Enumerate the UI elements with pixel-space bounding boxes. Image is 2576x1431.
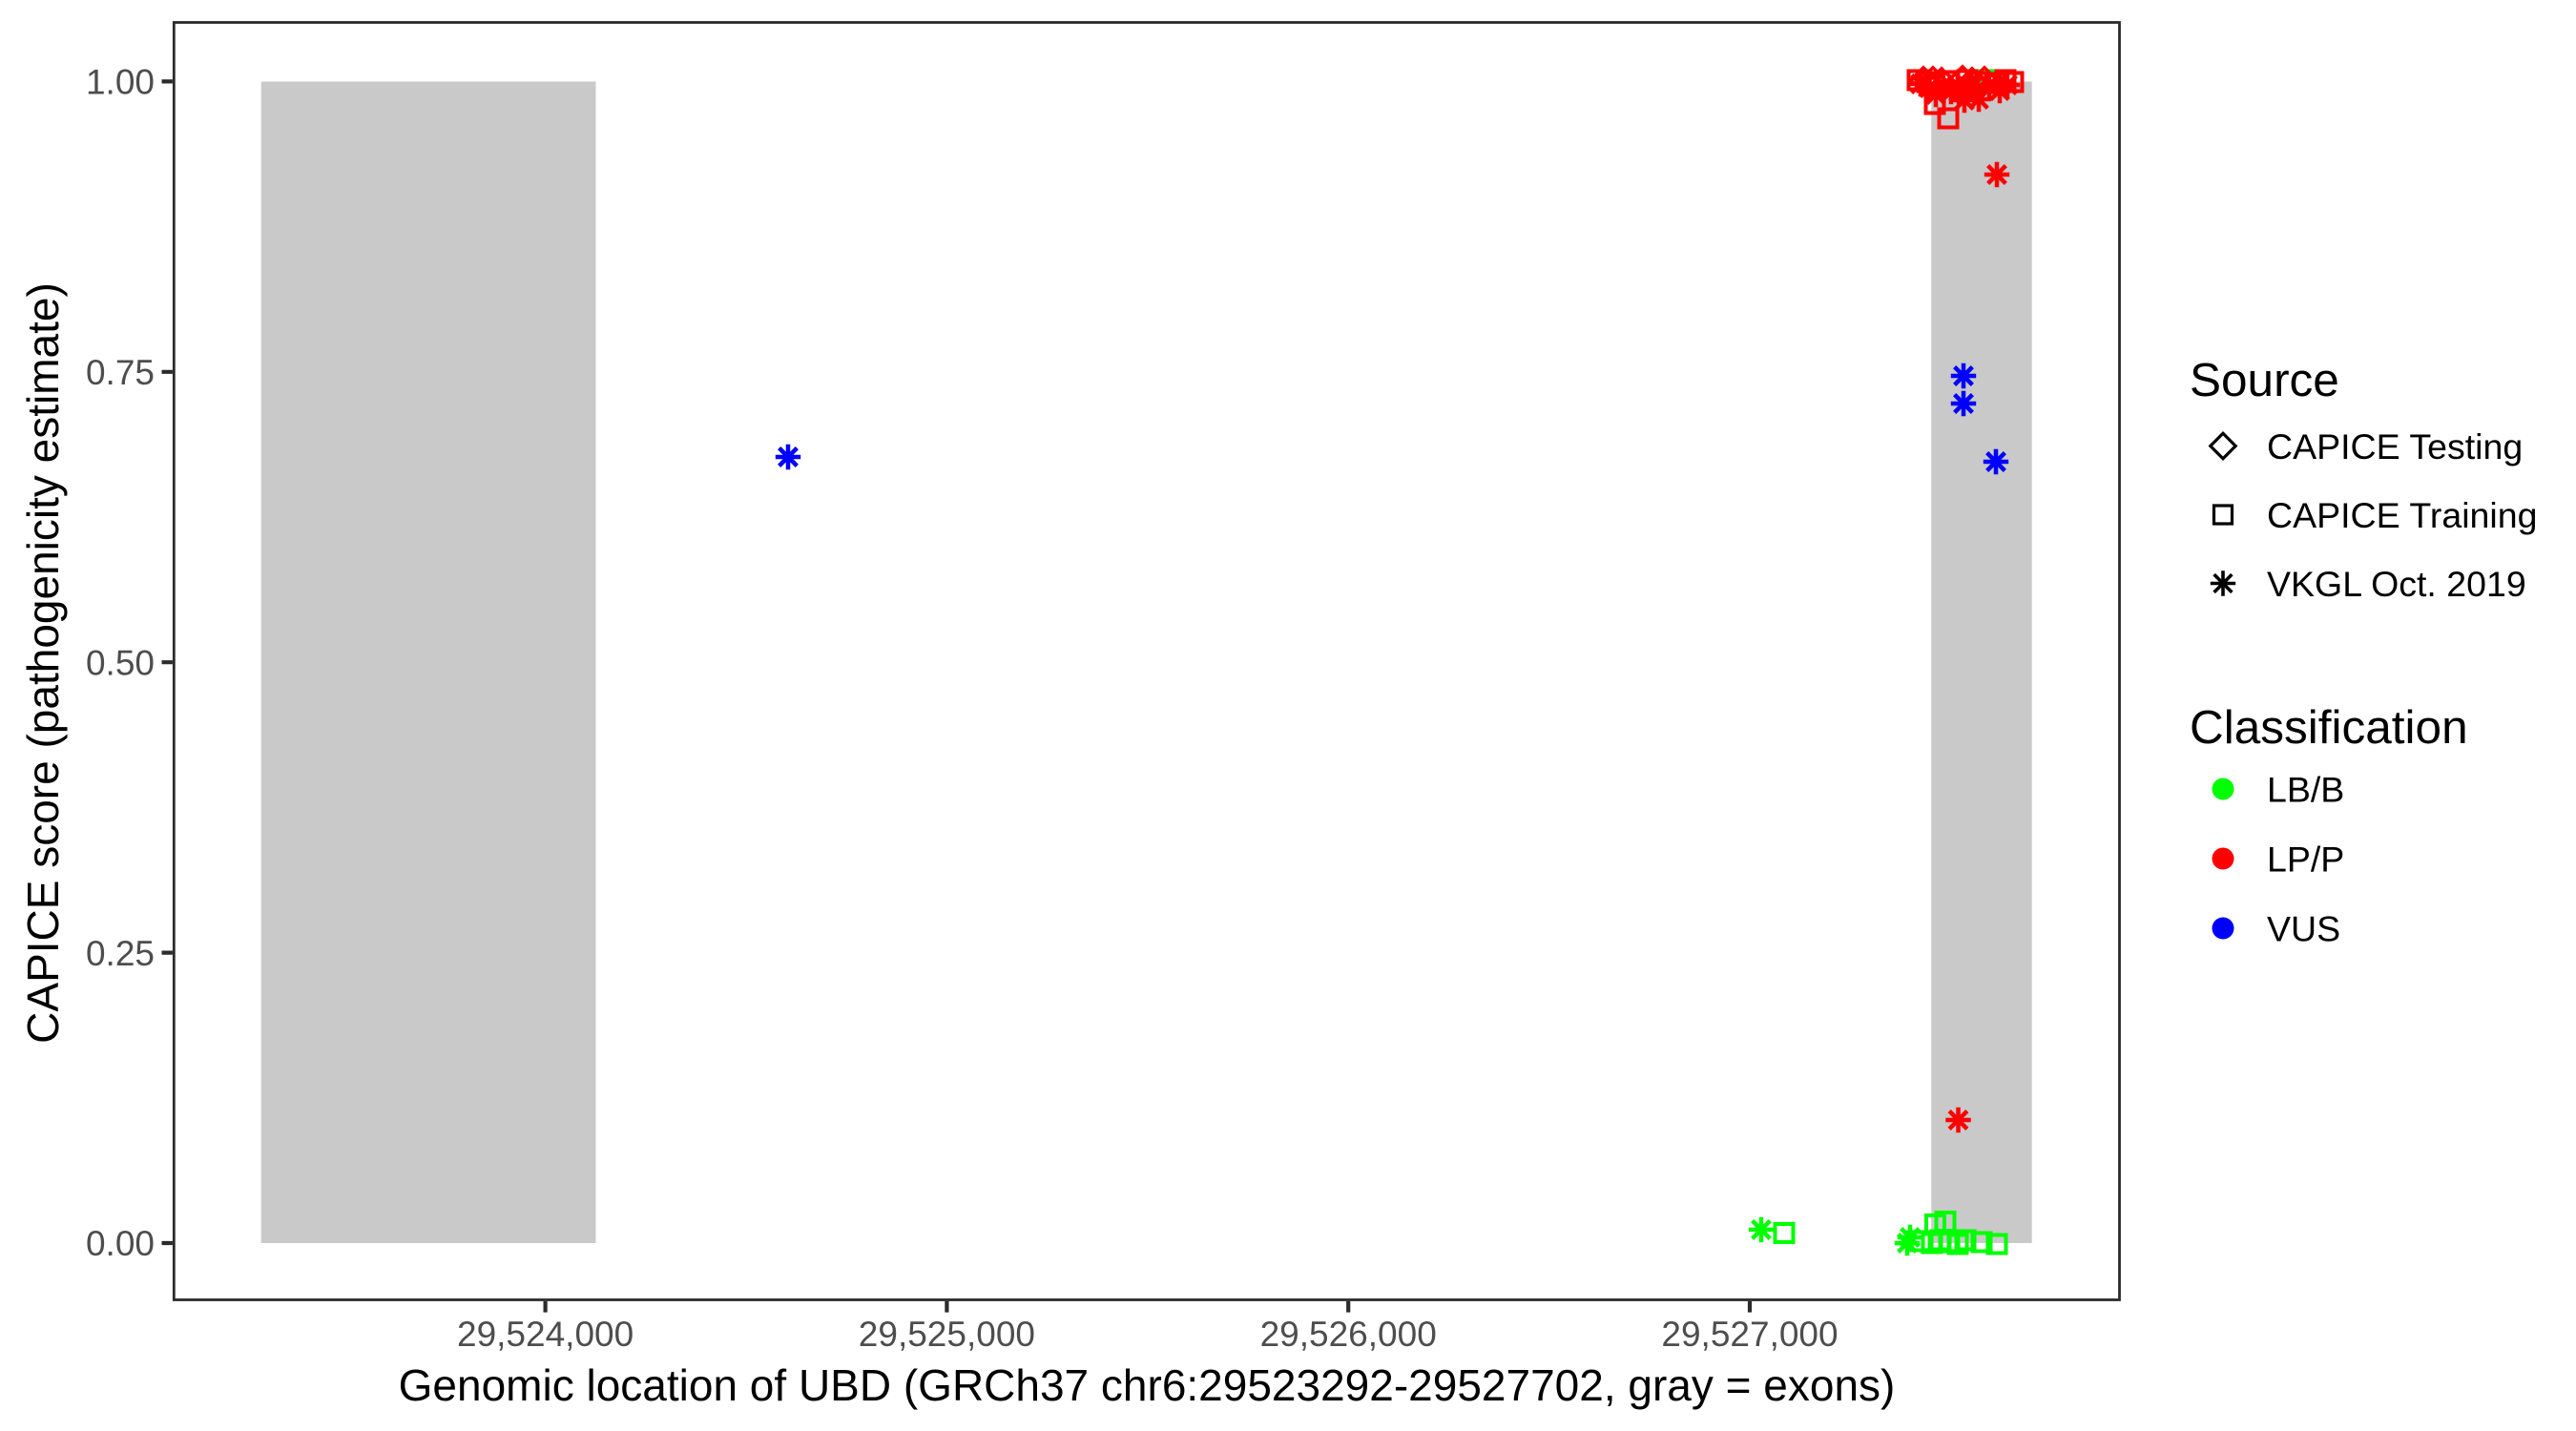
svg-text:29,524,000: 29,524,000 bbox=[457, 1315, 634, 1354]
svg-text:29,527,000: 29,527,000 bbox=[1661, 1315, 1838, 1354]
svg-text:VKGL Oct. 2019: VKGL Oct. 2019 bbox=[2267, 564, 2526, 604]
svg-text:0.00: 0.00 bbox=[86, 1224, 155, 1263]
svg-text:29,526,000: 29,526,000 bbox=[1260, 1315, 1437, 1354]
svg-text:VUS: VUS bbox=[2267, 909, 2340, 949]
svg-text:29,525,000: 29,525,000 bbox=[859, 1315, 1035, 1354]
svg-text:0.25: 0.25 bbox=[86, 934, 155, 973]
svg-text:0.50: 0.50 bbox=[86, 643, 155, 682]
svg-text:1.00: 1.00 bbox=[86, 63, 155, 102]
svg-text:CAPICE Training: CAPICE Training bbox=[2267, 495, 2537, 535]
svg-text:0.75: 0.75 bbox=[86, 353, 155, 392]
svg-text:CAPICE Testing: CAPICE Testing bbox=[2267, 426, 2523, 467]
svg-text:LP/P: LP/P bbox=[2267, 840, 2344, 880]
svg-text:Source: Source bbox=[2190, 354, 2339, 406]
svg-text:CAPICE score (pathogenicity es: CAPICE score (pathogenicity estimate) bbox=[18, 282, 68, 1044]
svg-text:Genomic location of UBD (GRCh3: Genomic location of UBD (GRCh37 chr6:295… bbox=[399, 1360, 1896, 1410]
svg-text:Classification: Classification bbox=[2190, 701, 2468, 754]
svg-text:LB/B: LB/B bbox=[2267, 770, 2344, 810]
